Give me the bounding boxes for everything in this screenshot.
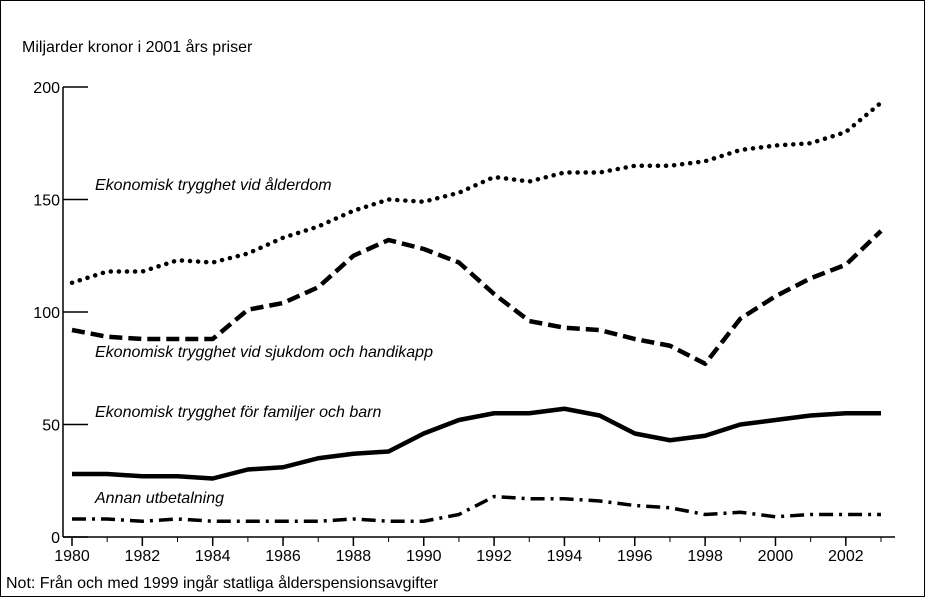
x-tick-label: 2000 <box>758 548 794 565</box>
x-tick-label: 1992 <box>476 548 512 565</box>
series-label: Ekonomisk trygghet vid ålderdom <box>95 176 332 194</box>
series-label: Ekonomisk trygghet vid sjukdom och handi… <box>95 344 433 361</box>
x-tick-label: 1988 <box>336 548 372 565</box>
y-tick-label: 0 <box>51 530 60 547</box>
y-tick-label: 150 <box>33 193 60 210</box>
series-label: Ekonomisk trygghet för familjer och barn <box>95 404 381 421</box>
y-tick-label: 50 <box>42 418 60 435</box>
x-tick-label: 1996 <box>617 548 653 565</box>
series-label: Annan utbetalning <box>94 490 224 507</box>
series-line <box>71 229 883 366</box>
y-tick-label: 100 <box>33 305 60 322</box>
x-tick-label: 1994 <box>547 548 583 565</box>
y-tick-label: 200 <box>33 80 60 97</box>
x-tick-label: 1998 <box>687 548 723 565</box>
series-line <box>72 406 881 481</box>
x-tick-label: 2002 <box>828 548 864 565</box>
x-tick-label: 1990 <box>406 548 442 565</box>
note: Not: Från och med 1999 ingår statliga ål… <box>6 574 439 592</box>
x-tick-label: 1986 <box>265 548 301 565</box>
x-tick-label: 1980 <box>54 548 90 565</box>
y-axis-title: Miljarder kronor i 2001 års priser <box>22 38 253 56</box>
x-tick-label: 1982 <box>125 548 161 565</box>
series-line <box>69 100 884 285</box>
x-tick-label: 1984 <box>195 548 231 565</box>
series-line <box>72 494 881 523</box>
